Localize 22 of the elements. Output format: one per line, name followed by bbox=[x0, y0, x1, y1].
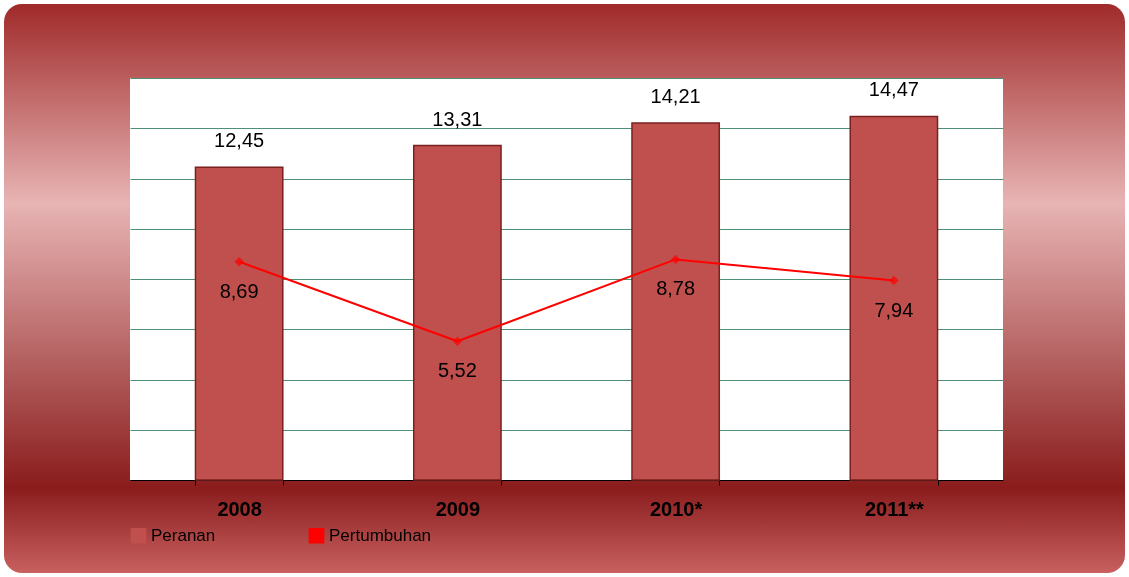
data-label: 13,31 bbox=[432, 107, 483, 130]
data-label: 8,69 bbox=[219, 279, 259, 302]
data-label: 5,52 bbox=[437, 359, 477, 382]
data-label: 12,45 bbox=[214, 129, 265, 152]
data-label: 8,78 bbox=[656, 277, 696, 300]
x-tick-label: 2008 bbox=[217, 497, 262, 520]
bar bbox=[412, 144, 502, 481]
data-label: 14,21 bbox=[650, 84, 701, 107]
bar bbox=[631, 122, 721, 481]
point bbox=[234, 256, 244, 267]
bar bbox=[194, 166, 284, 481]
bar bbox=[849, 115, 939, 481]
point bbox=[670, 254, 681, 265]
point bbox=[452, 336, 463, 347]
legend-label: Pertumbuhan bbox=[329, 525, 432, 545]
x-tick-label: 2011** bbox=[864, 497, 925, 520]
x-tick-label: 2010* bbox=[649, 497, 703, 520]
point bbox=[889, 275, 899, 286]
data-label: 14,47 bbox=[868, 78, 919, 101]
x-tick-label: 2009 bbox=[435, 497, 481, 520]
legend-label: Peranan bbox=[151, 525, 216, 545]
data-label: 7,94 bbox=[874, 298, 914, 321]
